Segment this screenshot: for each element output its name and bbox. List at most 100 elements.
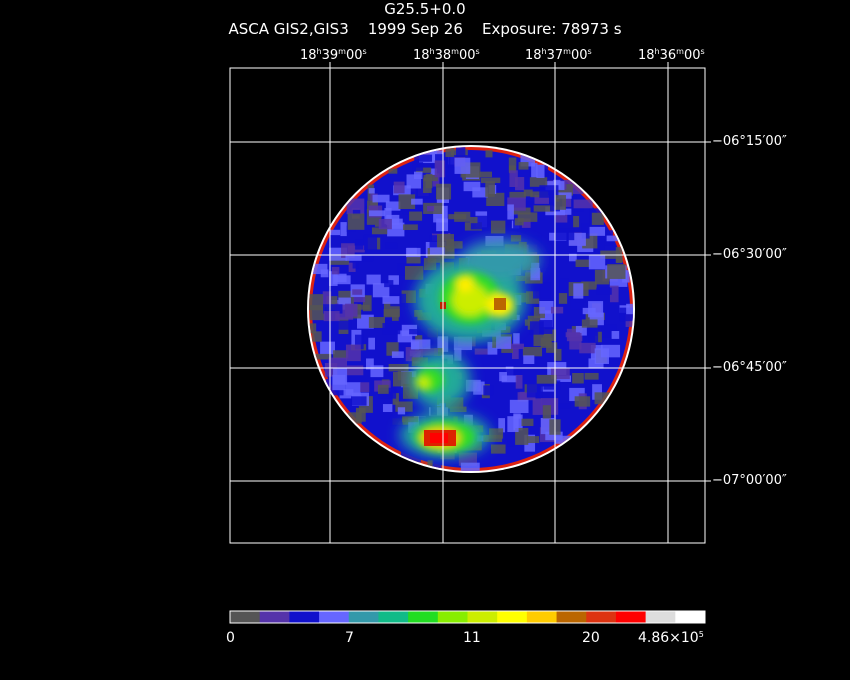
noise-patch xyxy=(475,342,488,349)
noise-patch xyxy=(577,331,597,337)
noise-patch xyxy=(509,170,518,188)
colorbar-swatch xyxy=(259,611,290,623)
noise-patch xyxy=(555,213,568,223)
colorbar-swatch xyxy=(497,611,528,623)
noise-patch xyxy=(480,177,501,184)
noise-patch xyxy=(384,280,394,288)
noise-patch xyxy=(357,255,374,262)
noise-patch xyxy=(539,185,559,198)
colorbar xyxy=(229,610,706,624)
noise-patch xyxy=(607,264,626,279)
dec-tick-label: −06°30′00″ xyxy=(712,247,787,262)
noise-patch xyxy=(573,215,580,228)
noise-patch xyxy=(388,168,398,174)
noise-patch xyxy=(445,147,455,157)
colorbar-swatch xyxy=(467,611,498,623)
noise-patch xyxy=(409,211,423,221)
noise-patch xyxy=(354,334,364,350)
noise-patch xyxy=(352,289,363,295)
noise-patch xyxy=(530,191,549,198)
noise-patch xyxy=(414,171,423,180)
noise-patch xyxy=(515,177,525,191)
noise-patch xyxy=(366,358,374,370)
noise-patch xyxy=(377,384,389,394)
noise-patch xyxy=(366,274,381,285)
source-peak-1 xyxy=(494,298,506,310)
colorbar-swatch xyxy=(289,611,320,623)
noise-patch xyxy=(534,195,549,204)
ra-tick-label: 18h39m00s xyxy=(300,47,367,63)
noise-patch xyxy=(558,293,568,304)
exposure-label: Exposure: 78973 s xyxy=(481,20,622,38)
noise-patch xyxy=(539,320,553,334)
noise-patch xyxy=(573,283,584,299)
ra-tick-label: 18h37m00s xyxy=(525,47,592,63)
dec-tick-label: −06°45′00″ xyxy=(712,360,787,375)
noise-patch xyxy=(393,181,405,194)
noise-patch xyxy=(406,255,421,264)
noise-patch xyxy=(332,374,346,391)
noise-patch xyxy=(581,223,590,239)
noise-patch xyxy=(333,273,347,283)
noise-patch xyxy=(347,213,365,230)
noise-patch xyxy=(312,331,322,342)
noise-patch xyxy=(504,343,524,350)
noise-patch xyxy=(543,329,557,341)
noise-patch xyxy=(448,214,467,220)
noise-patch xyxy=(594,392,612,405)
noise-patch xyxy=(533,205,554,212)
noise-patch xyxy=(352,209,361,216)
colorbar-frame xyxy=(229,610,706,624)
noise-patch xyxy=(402,416,419,423)
noise-patch xyxy=(483,434,503,442)
noise-patch xyxy=(454,157,471,174)
noise-patch xyxy=(420,348,438,356)
noise-patch xyxy=(517,212,538,222)
noise-patch xyxy=(351,396,367,406)
noise-patch xyxy=(588,327,599,343)
noise-patch xyxy=(395,401,413,412)
noise-patch xyxy=(382,404,393,413)
noise-patch xyxy=(523,355,535,364)
noise-patch xyxy=(391,315,399,321)
noise-patch xyxy=(390,414,403,426)
noise-patch xyxy=(314,353,332,360)
noise-patch xyxy=(352,261,359,269)
noise-patch xyxy=(414,154,433,162)
noise-patch xyxy=(465,379,481,392)
noise-patch xyxy=(436,183,452,200)
noise-patch xyxy=(490,220,506,234)
noise-patch xyxy=(346,365,364,376)
colorbar-max-label: 4.86×105 xyxy=(638,630,704,646)
colorbar-swatch xyxy=(348,611,379,623)
noise-patch xyxy=(409,329,427,335)
colorbar-swatch xyxy=(615,611,647,623)
noise-patch xyxy=(503,368,522,379)
noise-patch xyxy=(348,262,356,272)
noise-patch xyxy=(532,398,542,415)
noise-patch xyxy=(333,320,352,330)
noise-patch xyxy=(430,168,437,175)
noise-patch xyxy=(397,407,406,415)
noise-patch xyxy=(370,365,384,378)
noise-patch xyxy=(463,181,481,192)
colorbar-swatch xyxy=(526,611,558,623)
noise-patch xyxy=(581,319,598,328)
noise-patch xyxy=(369,210,385,217)
colorbar-tick-label: 0 xyxy=(226,630,235,646)
noise-patch xyxy=(412,162,424,171)
image-title: G25.5+0.0 xyxy=(384,0,466,18)
noise-patch xyxy=(553,348,562,361)
noise-patch xyxy=(588,254,606,270)
noise-patch xyxy=(392,393,399,405)
noise-patch xyxy=(526,436,540,444)
colorbar-swatch xyxy=(645,611,676,623)
coordinate-grid xyxy=(230,68,705,543)
noise-patch xyxy=(569,253,577,262)
noise-patch xyxy=(329,229,341,236)
noise-patch xyxy=(360,382,370,393)
noise-patch xyxy=(581,281,597,290)
noise-patch xyxy=(392,371,412,387)
noise-patch xyxy=(594,331,602,343)
